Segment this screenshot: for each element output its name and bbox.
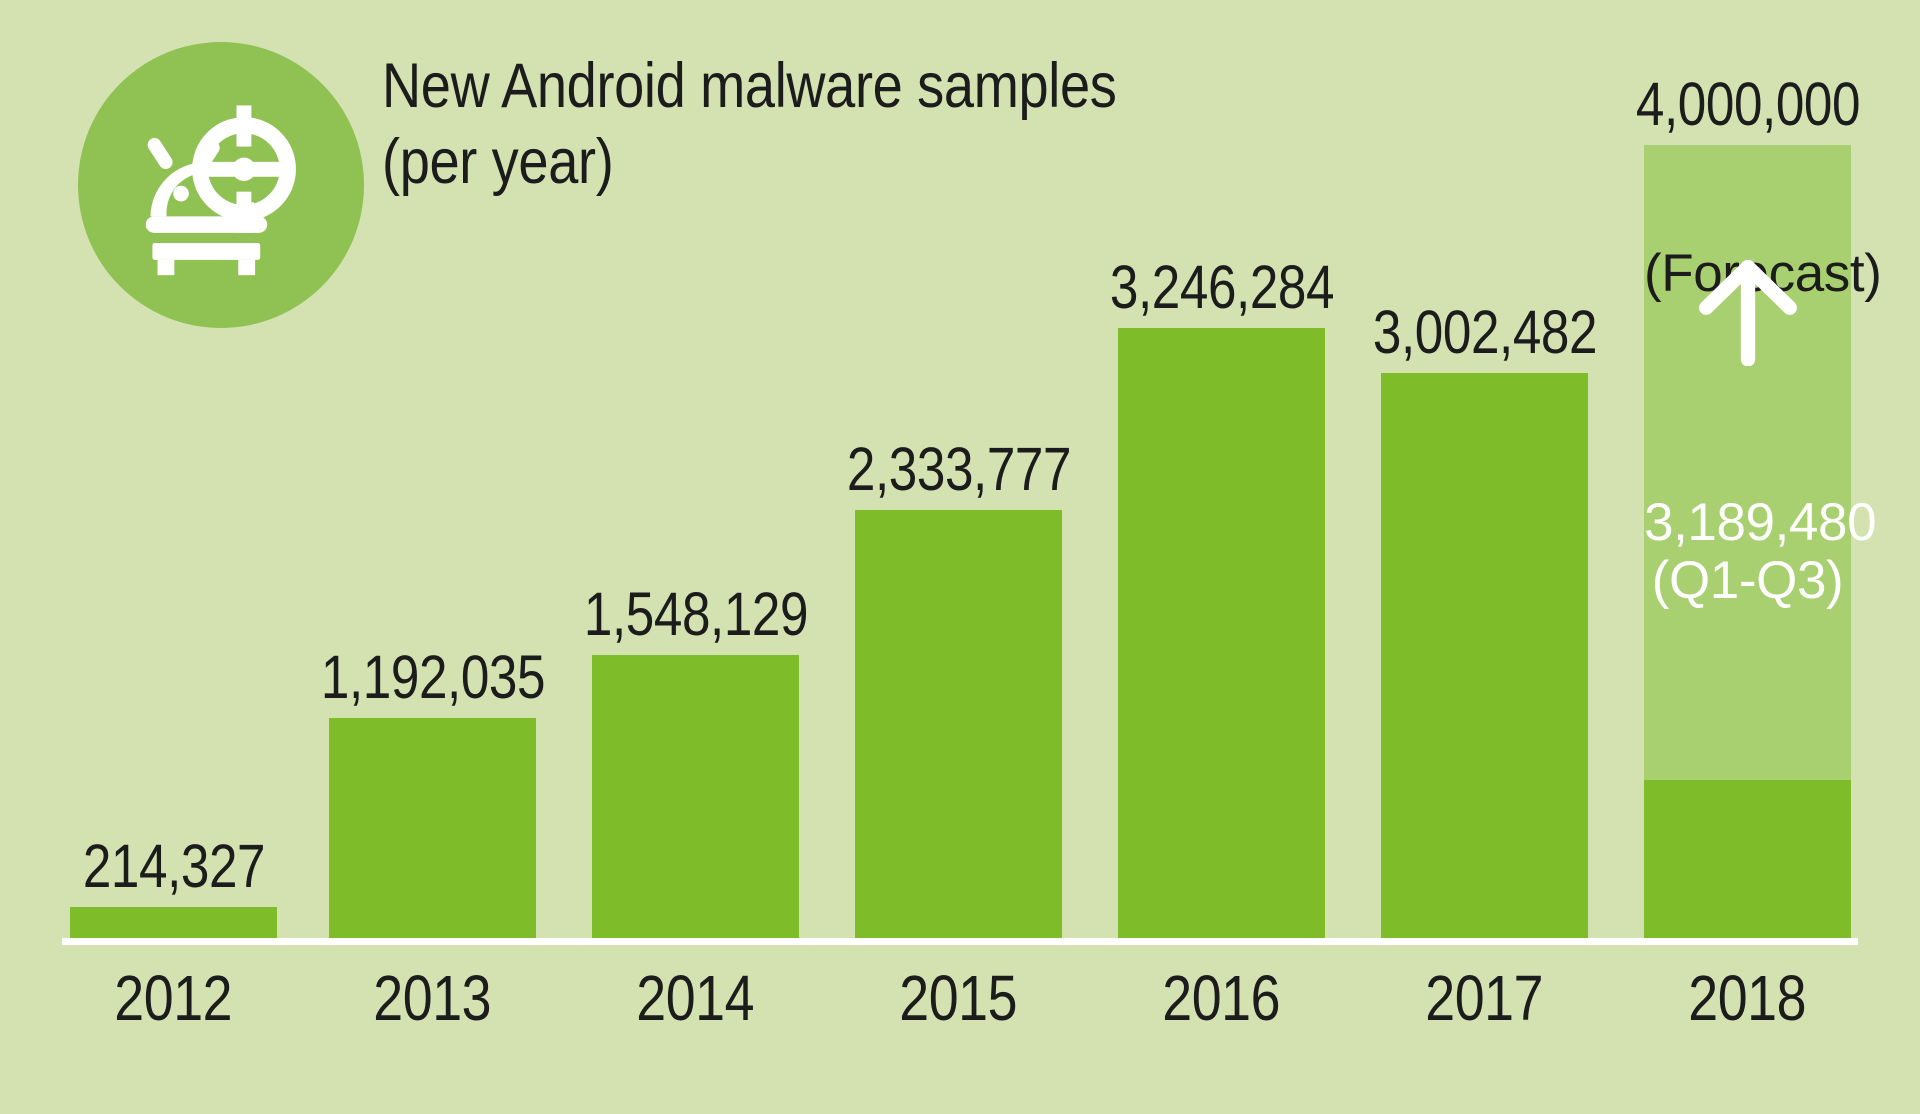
bar-group-2013: 1,192,035 <box>320 647 545 941</box>
bar-group-2014: 1,548,129 <box>583 584 808 941</box>
tick-label-2014: 2014 <box>636 962 755 1034</box>
tick-label-2015: 2015 <box>899 962 1018 1034</box>
chart-header: New Android malware samples (per year) <box>0 0 1920 340</box>
axis-baseline <box>62 938 1858 945</box>
bar-value-label-2018: 4,000,000 <box>1635 70 1860 138</box>
tick-label-2017: 2017 <box>1425 962 1544 1034</box>
title-line-1: New Android malware samples <box>382 51 1117 121</box>
bar-group-2018: 4,000,000 (Forecast) 3,189,480 (Q1-Q3) <box>1635 74 1882 941</box>
bar-group-2017: 3,002,482 <box>1372 302 1597 941</box>
page-title: New Android malware samples (per year) <box>382 48 1156 200</box>
tick-label-2016: 2016 <box>1162 962 1281 1034</box>
bar-group-2015: 2,333,777 <box>846 439 1071 941</box>
bar-2012 <box>70 907 277 941</box>
bar-value-label-2014: 1,548,129 <box>583 580 808 648</box>
tick-label-2018: 2018 <box>1688 962 1807 1034</box>
title-line-2: (per year) <box>382 127 614 198</box>
bar-group-2016: 3,246,284 <box>1109 257 1334 941</box>
bar-2013 <box>329 718 536 941</box>
bar-2017 <box>1381 373 1588 941</box>
bar-2015 <box>855 510 1062 941</box>
bar-2016 <box>1118 328 1325 941</box>
bar-2018-actual-segment <box>1644 780 1851 941</box>
tick-label-2013: 2013 <box>373 962 492 1034</box>
bar-value-label-2013: 1,192,035 <box>320 643 545 711</box>
bar-value-label-2012: 214,327 <box>82 832 265 900</box>
bar-2018-actual-value: 3,189,480 <box>1644 492 1877 552</box>
bar-2014 <box>592 655 799 941</box>
bar-value-label-2017: 3,002,482 <box>1372 298 1597 366</box>
arrow-up-icon <box>1693 256 1803 366</box>
bar-value-label-2015: 2,333,777 <box>846 435 1071 503</box>
android-malware-target-icon <box>78 42 364 328</box>
bar-group-2012: 214,327 <box>70 836 277 941</box>
tick-label-2012: 2012 <box>114 962 233 1034</box>
bar-2018-forecast-segment: (Forecast) <box>1644 145 1882 780</box>
bar-value-label-2016: 3,246,284 <box>1109 253 1334 321</box>
bar-2018-actual-period: (Q1-Q3) <box>1651 550 1844 610</box>
x-axis-tick-labels: 2012 2013 2014 2015 2016 2017 2018 <box>0 966 1920 1066</box>
